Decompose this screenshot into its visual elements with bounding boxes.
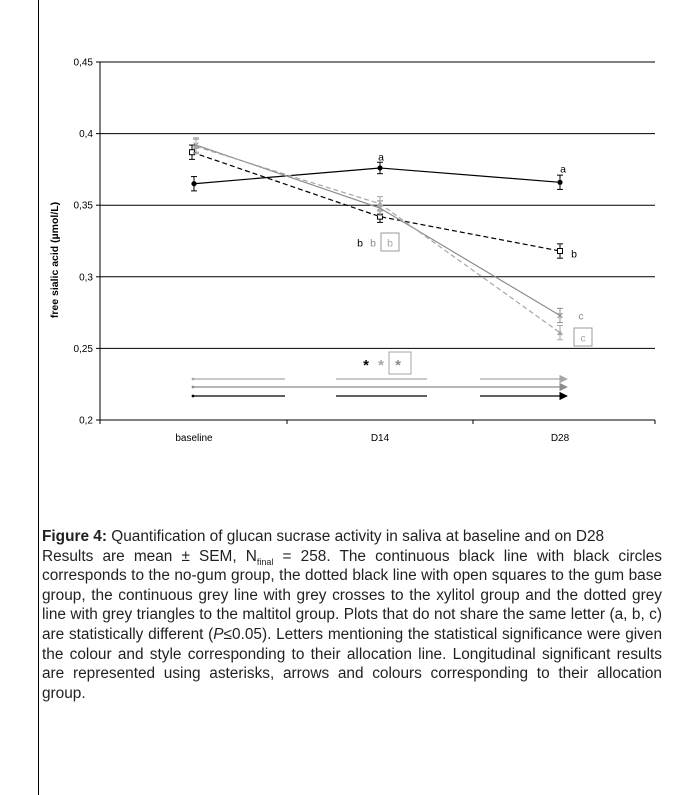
letter-box — [573, 327, 593, 347]
significance-letter: b — [357, 238, 363, 250]
caption-body-1: Results are mean ± SEM, N — [42, 547, 257, 565]
data-point — [557, 248, 563, 255]
y-tick-label: 0,25 — [74, 344, 94, 355]
significance-asterisk: * — [363, 357, 369, 374]
y-tick-label: 0,3 — [79, 272, 93, 283]
data-point — [557, 312, 563, 319]
gridlines — [100, 61, 655, 349]
data-point — [193, 143, 199, 149]
axes — [96, 61, 656, 424]
significance-asterisk: * — [378, 357, 384, 374]
significance-letter: b — [370, 238, 376, 250]
caption-body-3: ≤0.05). Letters mentioning the statistic… — [42, 625, 662, 702]
series-line — [193, 167, 561, 185]
longitudinal-arrows: * * * — [191, 351, 568, 401]
significance-letter: c — [578, 311, 583, 323]
series-line — [195, 144, 561, 316]
data-point — [377, 200, 383, 207]
caption-body-sub: final — [256, 556, 274, 567]
significance-letter: c — [580, 333, 585, 345]
data-point — [377, 165, 383, 171]
series-group — [189, 137, 563, 341]
significance-letter: a — [378, 152, 384, 164]
caption-p: P — [213, 625, 224, 643]
y-tick-label: 0,35 — [74, 201, 94, 212]
series-line — [195, 145, 561, 334]
asterisk-box — [388, 351, 412, 375]
y-tick-label: 0,2 — [79, 416, 93, 427]
y-axis-label: free sialic acid (µmol/L) — [49, 202, 61, 318]
data-point — [191, 181, 197, 187]
letter-box — [380, 232, 400, 252]
data-point — [557, 329, 563, 336]
figure-caption: Figure 4: Quantification of glucan sucra… — [42, 527, 662, 703]
cross-stroke — [557, 312, 563, 319]
data-point — [557, 179, 563, 185]
significance-letter: b — [571, 249, 577, 261]
significance-letter: a — [560, 164, 566, 176]
x-tick-label: baseline — [175, 433, 213, 444]
tick-labels: 0,2 0,25 0,3 0,35 0,4 0,45 baseline D14 D28 — [74, 58, 570, 445]
caption-body: Results are mean ± SEM, Nfinal = 258. Th… — [42, 547, 662, 704]
y-tick-label: 0,45 — [74, 58, 94, 69]
figure-label: Figure 4: — [42, 528, 107, 545]
page-left-border — [38, 0, 39, 795]
x-tick-label: D28 — [551, 433, 570, 444]
significance-asterisk: * — [395, 357, 401, 374]
series-line — [191, 151, 561, 252]
caption-body-2: = 258. The continuous black line with bl… — [42, 547, 662, 643]
caption-title: Quantification of glucan sucrase activit… — [111, 528, 605, 545]
x-tick-label: D14 — [371, 433, 390, 444]
y-tick-label: 0,4 — [79, 129, 93, 140]
significance-letter: b — [387, 238, 393, 250]
caption-title-paragraph: Figure 4: Quantification of glucan sucra… — [42, 527, 662, 547]
